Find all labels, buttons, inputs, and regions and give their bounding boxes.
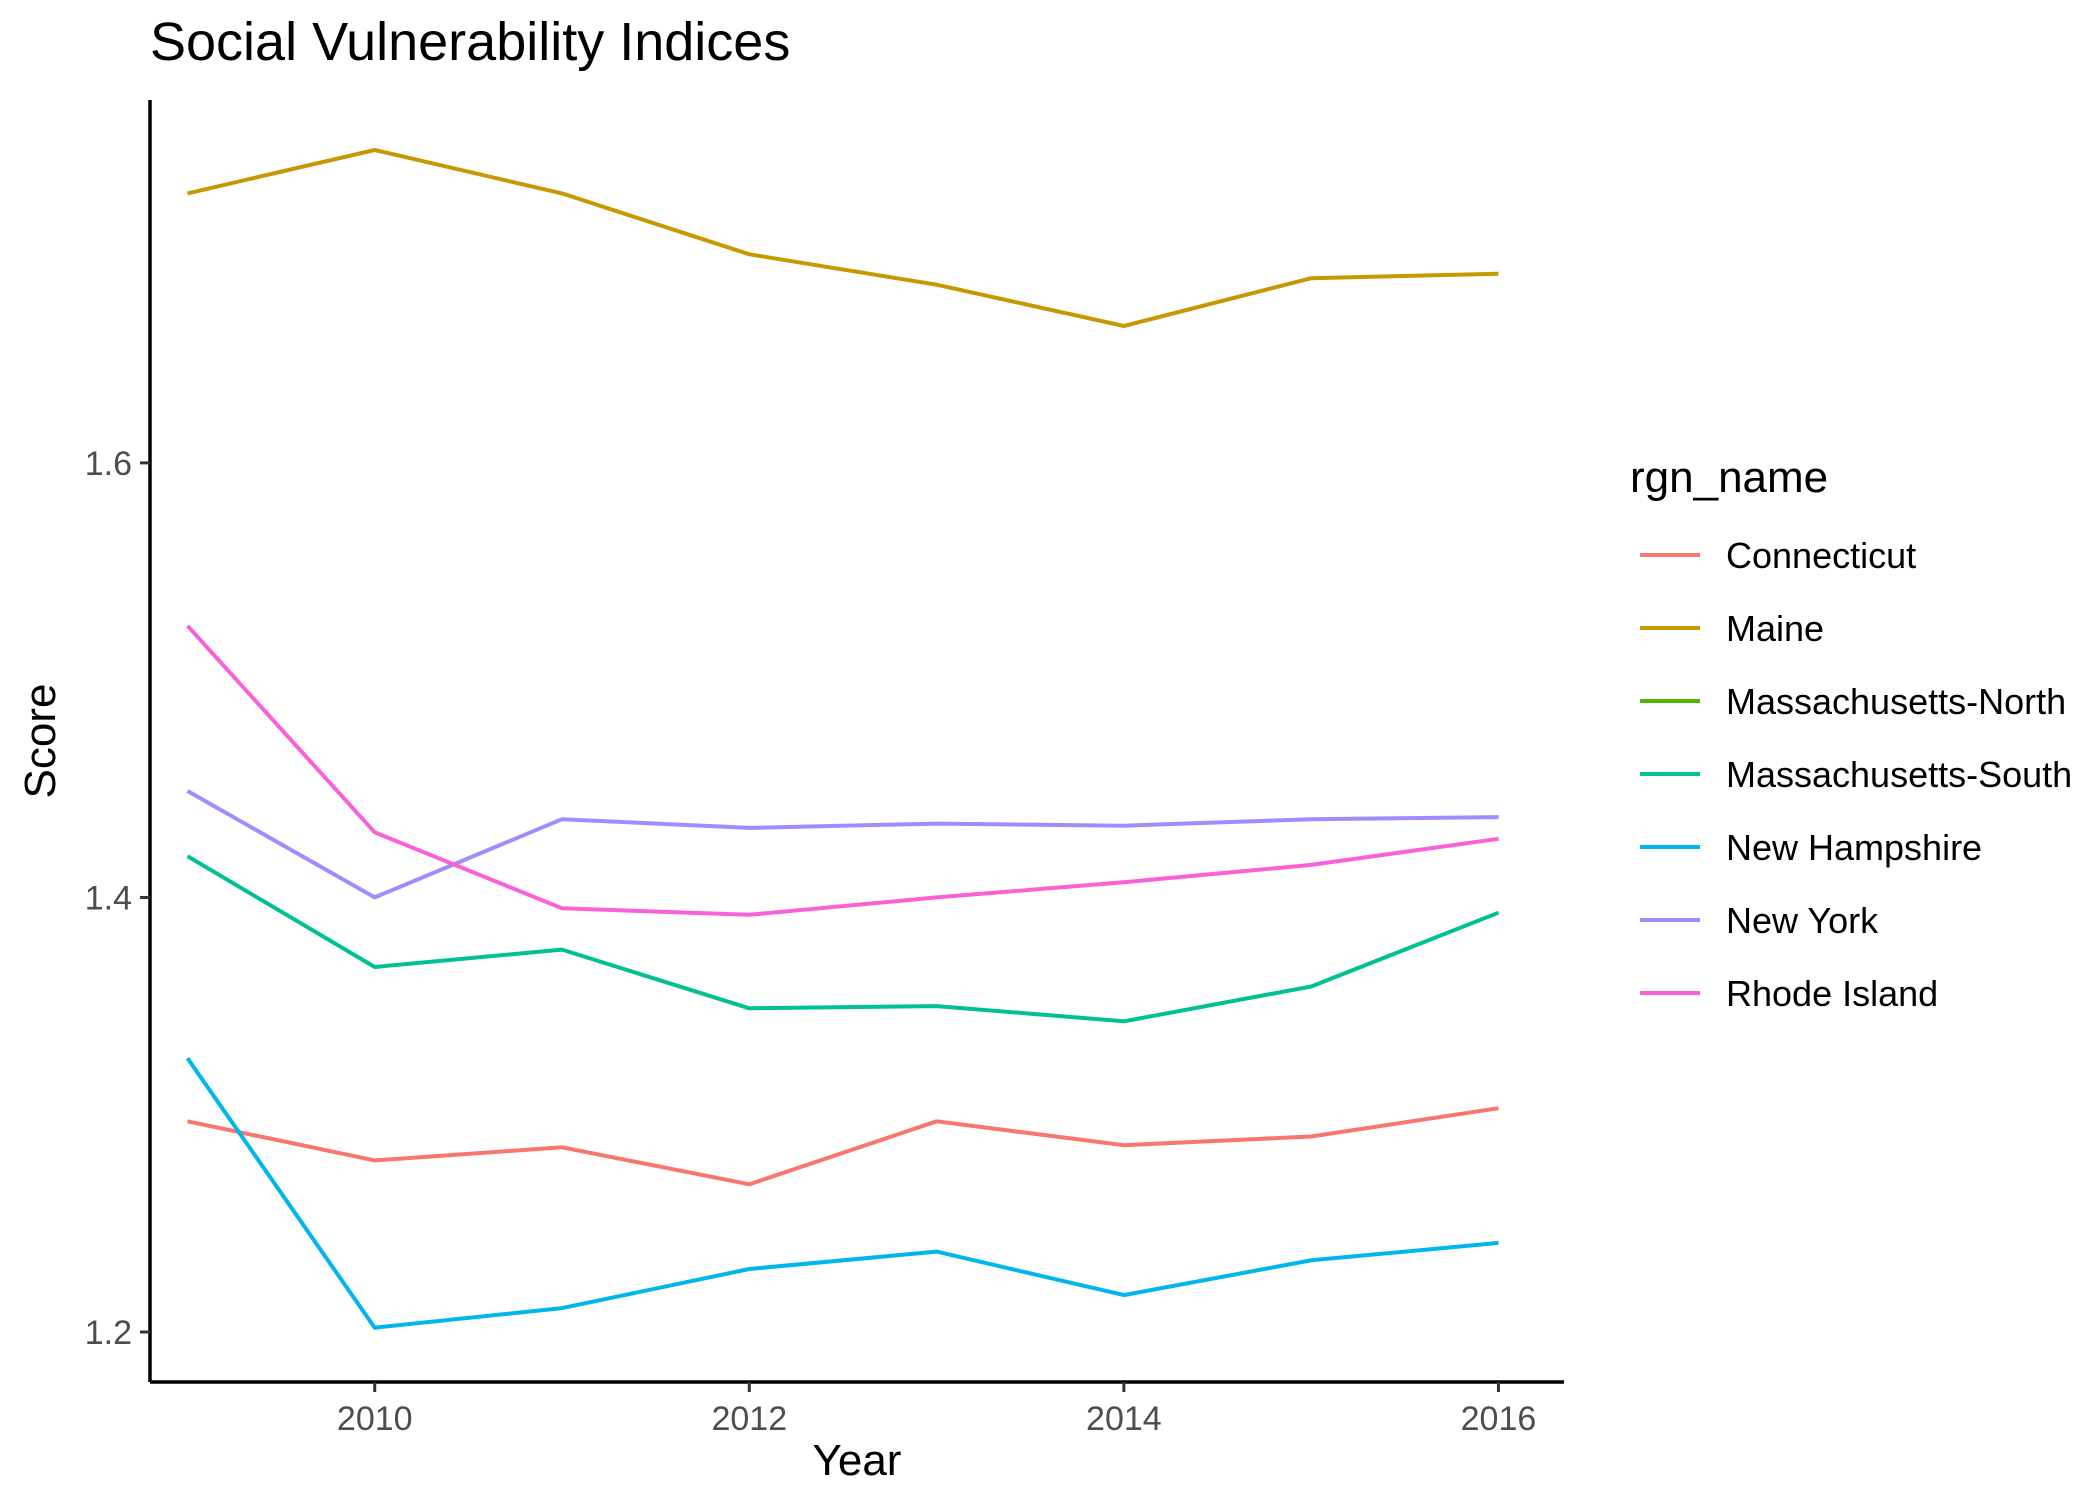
legend-label: New York (1726, 900, 1879, 941)
x-tick-label: 2014 (1086, 1400, 1162, 1438)
y-axis-ticks: 1.2 1.4 1.6 (85, 445, 150, 1352)
legend-item: Connecticut (1640, 535, 1916, 576)
legend-label: Massachusetts-South (1726, 754, 2072, 795)
y-tick-label: 1.2 (85, 1314, 132, 1352)
x-axis-title: Year (813, 1436, 902, 1485)
series-line-new-hampshire (185, 1057, 1499, 1330)
series-line-massachusetts-south (186, 854, 1500, 1024)
x-tick-label: 2012 (711, 1400, 787, 1438)
legend-label: Rhode Island (1726, 973, 1938, 1014)
y-tick-label: 1.6 (85, 445, 132, 483)
y-axis-title: Score (16, 684, 65, 799)
legend-label: Maine (1726, 608, 1824, 649)
legend-item: Maine (1640, 608, 1824, 649)
plot-area (185, 148, 1500, 1330)
legend-item: Rhode Island (1640, 973, 1938, 1014)
series-line-new-york (186, 789, 1499, 900)
legend: rgn_name Connecticut Maine Massachusetts-N… (1630, 453, 2072, 1014)
legend-title: rgn_name (1630, 453, 1828, 502)
x-tick-label: 2016 (1461, 1400, 1537, 1438)
legend-label: Connecticut (1726, 535, 1916, 576)
chart-title: Social Vulnerability Indices (150, 12, 790, 72)
series-line-rhode-island (186, 624, 1499, 917)
y-tick-label: 1.4 (85, 879, 132, 917)
x-tick-label: 2010 (337, 1400, 413, 1438)
legend-label: New Hampshire (1726, 827, 1982, 868)
legend-item: Massachusetts-North (1640, 681, 2066, 722)
legend-label: Massachusetts-North (1726, 681, 2066, 722)
legend-item: New York (1640, 900, 1879, 941)
legend-item: New Hampshire (1640, 827, 1982, 868)
x-axis-ticks: 2010 2012 2014 2016 (337, 1382, 1536, 1438)
legend-item: Massachusetts-South (1640, 754, 2072, 795)
series-line-connecticut (187, 1106, 1499, 1187)
legend-items: Connecticut Maine Massachusetts-North Massa… (1640, 535, 2072, 1014)
series-line-maine (187, 148, 1499, 328)
